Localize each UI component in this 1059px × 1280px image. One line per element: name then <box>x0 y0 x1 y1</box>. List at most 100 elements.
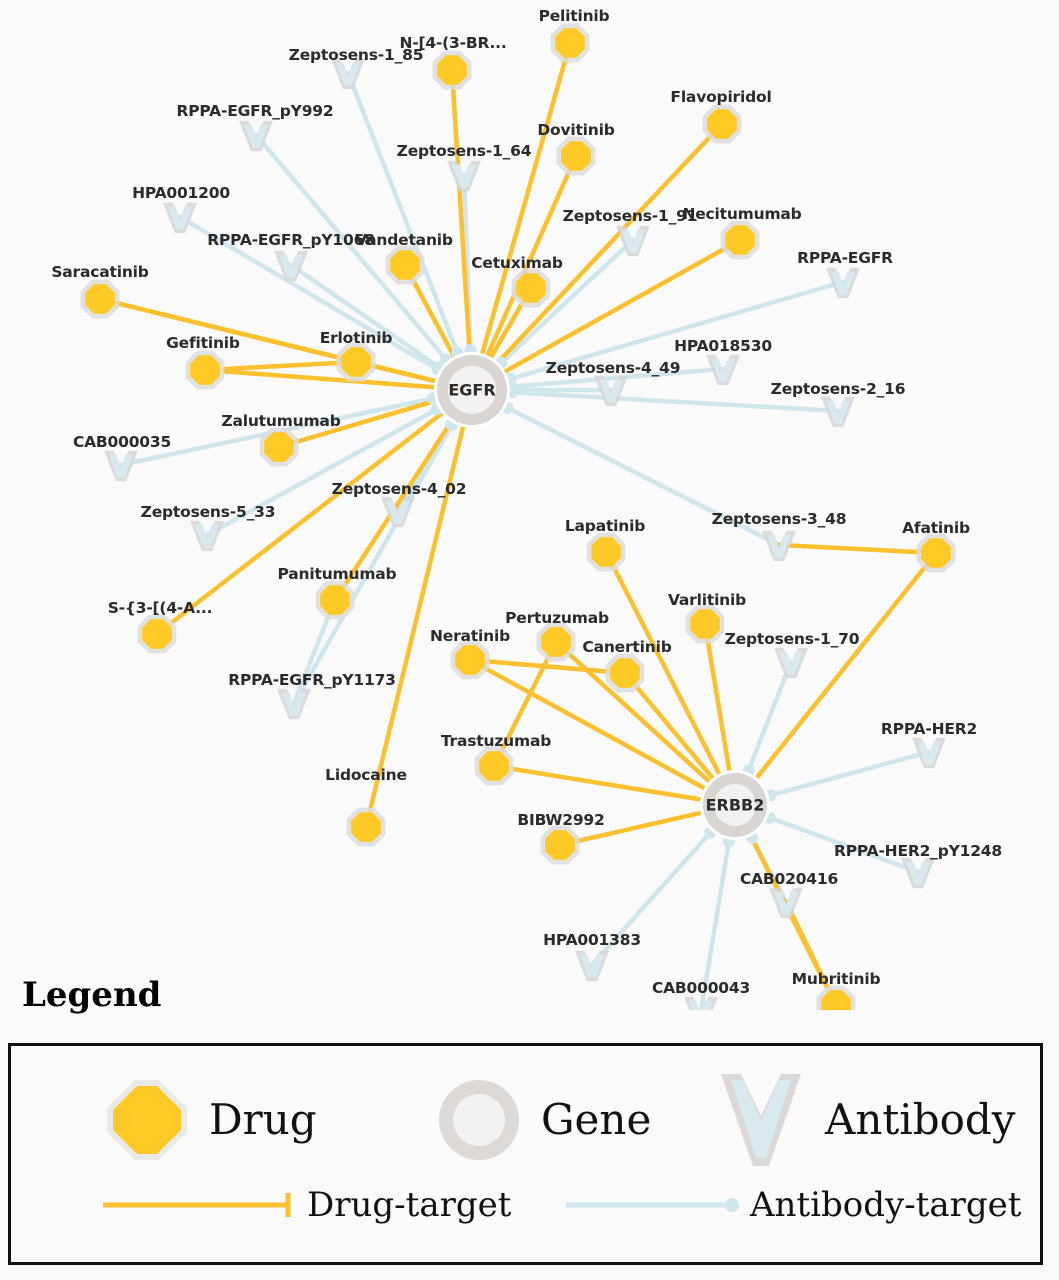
antibody-target-edge[interactable] <box>253 132 450 363</box>
drug-octagon-icon <box>561 141 591 171</box>
antibody-node[interactable] <box>826 267 860 299</box>
drug-target-edge[interactable] <box>491 639 559 769</box>
legend-title: Legend <box>22 975 162 1015</box>
gene-node-label: EGFR <box>448 380 496 400</box>
antibody-target-edge[interactable] <box>508 366 726 389</box>
drug-node[interactable] <box>536 622 576 662</box>
drug-node[interactable] <box>80 279 120 319</box>
drug-node[interactable] <box>336 342 376 382</box>
antibody-target-edge[interactable] <box>508 389 841 414</box>
antibody-node[interactable] <box>274 250 308 282</box>
drug-node[interactable] <box>185 350 225 390</box>
drug-target-edge[interactable] <box>480 40 573 355</box>
drug-target-edge[interactable] <box>553 639 711 784</box>
antibody-node[interactable] <box>901 857 935 889</box>
drug-target-edge[interactable] <box>467 657 706 790</box>
antibody-node[interactable] <box>684 996 718 1010</box>
antibody-chevron-icon <box>689 1000 713 1010</box>
antibody-target-edge[interactable] <box>698 838 732 1010</box>
antibody-node[interactable] <box>821 396 855 428</box>
antibody-target-edge[interactable] <box>204 406 441 538</box>
drug-node[interactable] <box>702 104 742 144</box>
antibody-node[interactable] <box>706 354 740 386</box>
drug-target-edge[interactable] <box>202 359 359 373</box>
antibody-node[interactable] <box>912 737 946 769</box>
drug-target-edge[interactable] <box>202 367 436 390</box>
drug-node[interactable] <box>586 532 626 572</box>
drug-node[interactable] <box>315 580 355 620</box>
antibody-node[interactable] <box>381 496 415 528</box>
antibody-chevron-icon <box>779 651 803 675</box>
drug-node[interactable] <box>511 268 551 308</box>
antibody-node[interactable] <box>190 520 224 552</box>
antibody-node[interactable] <box>277 688 311 720</box>
drug-target-edge[interactable] <box>491 763 702 802</box>
drug-node[interactable] <box>259 427 299 467</box>
drug-target-edge[interactable] <box>702 621 732 772</box>
drug-target-edge[interactable] <box>557 810 703 848</box>
antibody-node[interactable] <box>447 160 481 192</box>
antibody-target-edge[interactable] <box>507 279 846 382</box>
drug-target-edge[interactable] <box>363 425 466 830</box>
antibody-node[interactable] <box>594 375 628 407</box>
drug-node[interactable] <box>685 604 725 644</box>
antibody-node[interactable] <box>769 887 803 919</box>
drug-target-edge[interactable] <box>485 153 579 357</box>
antibody-target-edge[interactable] <box>291 421 455 706</box>
drug-node[interactable] <box>474 746 514 786</box>
antibody-node[interactable] <box>774 647 808 679</box>
drug-target-edge[interactable] <box>755 550 939 780</box>
drug-target-edge[interactable] <box>449 67 472 354</box>
antibody-target-edge[interactable] <box>767 749 932 798</box>
drug-node[interactable] <box>432 50 472 90</box>
antibody-target-edge[interactable] <box>498 237 636 366</box>
antibody-target-edge[interactable] <box>745 659 794 774</box>
antibody-chevron-icon <box>767 534 791 558</box>
antibody-node[interactable] <box>331 58 365 90</box>
drug-target-edge[interactable] <box>496 121 725 364</box>
antibody-target-edge[interactable] <box>589 829 714 968</box>
drug-target-edge[interactable] <box>622 670 715 780</box>
drug-octagon-icon <box>320 585 350 615</box>
antibody-node[interactable] <box>163 202 197 234</box>
drug-node[interactable] <box>550 23 590 63</box>
drug-node[interactable] <box>720 220 760 260</box>
drug-node[interactable] <box>385 245 425 285</box>
drug-octagon-icon <box>921 538 951 568</box>
antibody-target-edge[interactable] <box>504 405 782 548</box>
drug-target-edge[interactable] <box>467 657 628 676</box>
gene-icon <box>439 1080 519 1160</box>
drug-icon <box>107 1080 187 1160</box>
drug-octagon-icon <box>555 28 585 58</box>
gene-node-erbb2[interactable] <box>700 770 770 840</box>
antibody-node[interactable] <box>239 120 273 152</box>
drug-node[interactable] <box>137 614 177 654</box>
antibody-node[interactable] <box>762 530 796 562</box>
drug-octagon-icon <box>516 273 546 303</box>
drug-target-edge[interactable] <box>276 398 437 450</box>
drug-target-edge[interactable] <box>776 542 939 556</box>
drug-node[interactable] <box>916 533 956 573</box>
drug-target-edge[interactable] <box>503 237 743 374</box>
antibody-chevron-icon <box>621 229 645 253</box>
drug-target-edge[interactable] <box>97 296 359 365</box>
antibody-target-edge[interactable] <box>177 214 441 373</box>
gene-ring-center <box>448 366 496 414</box>
drug-node[interactable] <box>605 653 645 693</box>
drug-node[interactable] <box>540 825 580 865</box>
gene-node-egfr[interactable] <box>434 352 510 428</box>
antibody-node[interactable] <box>104 450 138 482</box>
antibody-target-edge[interactable] <box>345 70 461 356</box>
drug-octagon-icon <box>821 990 851 1010</box>
antibody-node[interactable] <box>575 950 609 982</box>
drug-node[interactable] <box>450 640 490 680</box>
antibody-target-edge[interactable] <box>288 262 443 371</box>
antibody-chevron-icon <box>336 62 360 86</box>
drug-node[interactable] <box>556 136 596 176</box>
antibody-target-edge[interactable] <box>766 815 921 875</box>
drug-target-edge[interactable] <box>603 549 721 776</box>
drug-node[interactable] <box>816 985 856 1010</box>
drug-target-edge[interactable] <box>154 411 444 637</box>
antibody-node[interactable] <box>616 225 650 257</box>
drug-node[interactable] <box>346 807 386 847</box>
